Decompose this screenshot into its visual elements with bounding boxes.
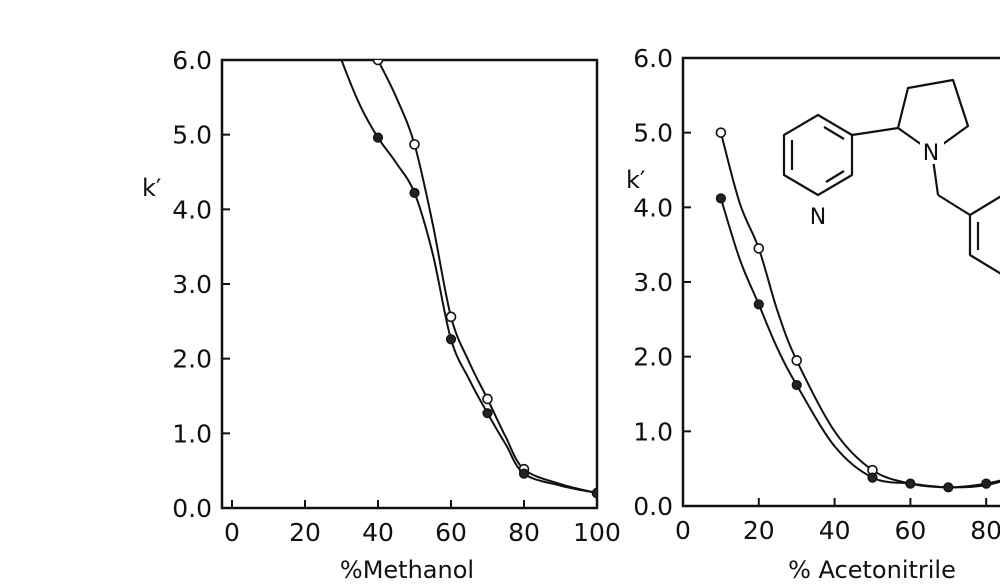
acetonitrile-x-ticks: 0 20 40 60 80 — [675, 498, 1000, 545]
molecule-structure: N N — [782, 78, 1000, 275]
acetonitrile-x-tick-label: 80 — [970, 516, 1000, 545]
acetonitrile-y-tick-label: 5.0 — [633, 119, 673, 148]
methanol-y-tick-label: 4.0 — [172, 195, 212, 224]
acetonitrile-open-curve — [719, 132, 1000, 489]
methanol-x-tick-label: 20 — [289, 518, 321, 547]
acetonitrile-open-point — [715, 127, 727, 138]
methanol-open-point — [372, 60, 384, 66]
acetonitrile-filled-point — [753, 299, 764, 310]
methanol-open-point — [445, 311, 457, 323]
pyridine-n-atom: N — [810, 205, 826, 230]
methanol-y-tick-label: 6.0 — [172, 46, 212, 75]
acetonitrile-y-tick-label: 3.0 — [633, 268, 673, 297]
acetonitrile-x-tick-label: 0 — [675, 516, 691, 545]
acetonitrile-chart: 0.0 1.0 2.0 3.0 4.0 5.0 6.0 0 20 40 60 80 k′ % Ace… — [626, 44, 1000, 584]
methanol-filled-curve — [340, 60, 597, 495]
methanol-plot-area — [340, 60, 597, 499]
acetonitrile-filled-point — [791, 379, 802, 391]
pyrrolidine-n-atom: N — [923, 141, 939, 166]
acetonitrile-x-tick-label: 60 — [894, 516, 926, 545]
methanol-x-tick-label: 80 — [508, 518, 540, 547]
acetonitrile-plot-frame — [681, 56, 1000, 508]
pyridine-inner-bonds — [823, 126, 845, 140]
acetonitrile-filled-point — [943, 482, 954, 493]
acetonitrile-x-tick-label: 40 — [819, 516, 851, 545]
ch2-benzyl-bond — [937, 194, 971, 216]
acetonitrile-y-axis-label: k′ — [626, 166, 645, 194]
methanol-open-point — [409, 139, 420, 150]
pyridine-ring — [782, 113, 854, 197]
methanol-y-tick-label: 2.0 — [172, 345, 212, 374]
methanol-open-curve — [376, 60, 597, 495]
acetonitrile-filled-point — [715, 193, 727, 204]
methanol-x-tick-label: 0 — [224, 518, 240, 547]
methanol-x-tick-label: 60 — [435, 518, 467, 547]
methanol-filled-point — [445, 334, 457, 345]
methanol-x-tick-label: 100 — [573, 518, 621, 547]
pyridine-pyrrolidine-bond — [851, 126, 899, 137]
methanol-x-ticks: 0 20 40 60 80 100 — [224, 500, 621, 547]
methanol-chart: 0.0 1.0 2.0 3.0 4.0 5.0 6.0 0 20 40 60 80 100 k′ %M… — [142, 46, 621, 584]
acetonitrile-filled-curve — [719, 198, 1000, 489]
methanol-y-tick-label: 1.0 — [172, 419, 212, 448]
acetonitrile-open-point — [791, 355, 803, 366]
acetonitrile-y-ticks: 0.0 1.0 2.0 3.0 4.0 5.0 6.0 — [633, 44, 691, 521]
methanol-x-axis-label: %Methanol — [340, 556, 474, 584]
acetonitrile-y-tick-label: 6.0 — [633, 44, 673, 73]
pyridine-inner-bonds-3 — [825, 170, 845, 183]
methanol-y-ticks: 0.0 1.0 2.0 3.0 4.0 5.0 6.0 — [172, 46, 230, 523]
acetonitrile-filled-point — [981, 478, 992, 489]
acetonitrile-plot-area — [715, 127, 1000, 493]
methanol-open-point — [482, 393, 493, 405]
methanol-filled-point — [409, 187, 420, 199]
acetonitrile-y-tick-label: 1.0 — [633, 417, 673, 446]
methanol-filled-point — [482, 408, 493, 419]
acetonitrile-filled-point — [867, 472, 878, 483]
acetonitrile-x-tick-label: 20 — [743, 516, 775, 545]
acetonitrile-x-axis-label: % Acetonitrile — [788, 556, 956, 584]
methanol-y-tick-label: 5.0 — [172, 121, 212, 150]
methanol-filled-point — [591, 487, 597, 499]
acetonitrile-filled-point — [905, 478, 916, 489]
methanol-y-tick-label: 0.0 — [172, 494, 212, 523]
methanol-filled-point — [372, 132, 384, 143]
methanol-y-tick-label: 3.0 — [172, 270, 212, 299]
methanol-x-tick-label: 40 — [362, 518, 394, 547]
methanol-y-axis-label: k′ — [142, 174, 161, 202]
acetonitrile-y-tick-label: 0.0 — [633, 492, 673, 521]
acetonitrile-y-tick-label: 4.0 — [633, 193, 673, 222]
acetonitrile-y-tick-label: 2.0 — [633, 343, 673, 372]
acetonitrile-open-point — [753, 243, 765, 254]
benzyl-ring-partial — [968, 195, 1000, 275]
methanol-filled-point — [518, 468, 530, 479]
